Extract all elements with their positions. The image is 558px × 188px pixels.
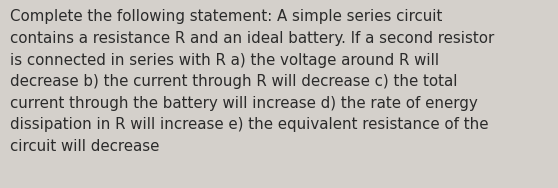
Text: Complete the following statement: A simple series circuit
contains a resistance : Complete the following statement: A simp… <box>10 9 494 154</box>
